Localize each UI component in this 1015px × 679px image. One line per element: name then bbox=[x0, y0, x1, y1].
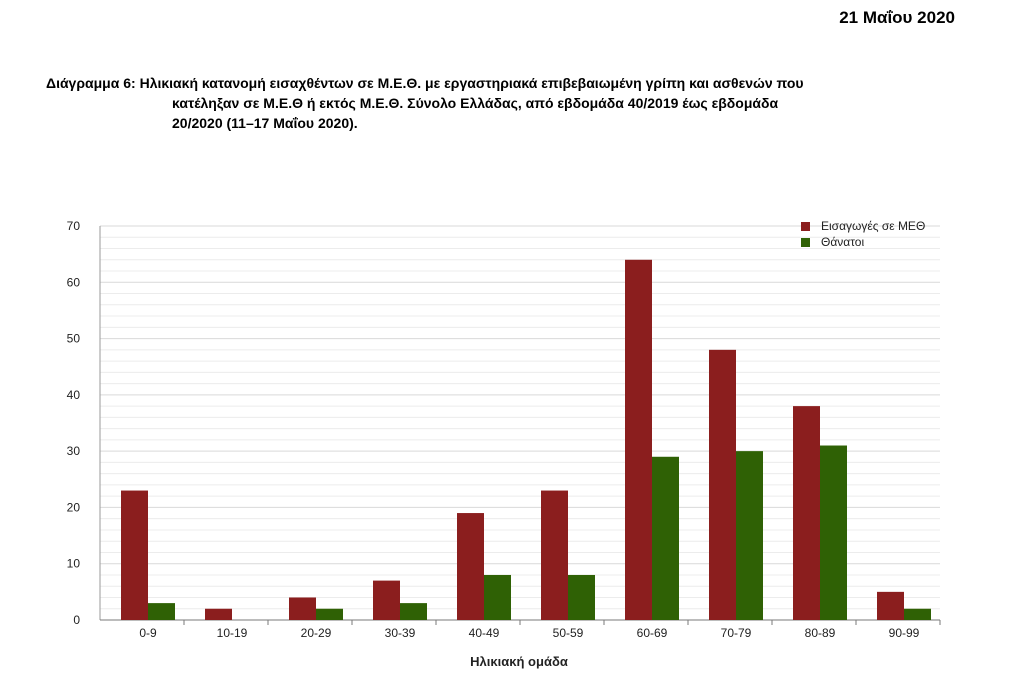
bar-deaths bbox=[736, 451, 763, 620]
x-tick-label: 10-19 bbox=[217, 626, 248, 640]
caption-line-3: 20/2020 (11–17 Μαΐου 2020). bbox=[172, 115, 358, 131]
figure-caption: Διάγραμμα 6: Ηλικιακή κατανομή εισαχθέντ… bbox=[46, 73, 966, 133]
bar-icu-admissions bbox=[205, 608, 232, 620]
x-tick-label: 60-69 bbox=[637, 626, 668, 640]
x-tick-label: 40-49 bbox=[469, 626, 500, 640]
report-date: 21 Μαΐου 2020 bbox=[839, 8, 955, 27]
legend-swatch bbox=[801, 222, 810, 231]
bar-icu-admissions bbox=[457, 513, 484, 620]
x-tick-label: 90-99 bbox=[889, 626, 920, 640]
bar-icu-admissions bbox=[289, 597, 316, 620]
bar-icu-admissions bbox=[793, 406, 820, 620]
x-axis-ticks: 0-9 10-19 20-29 30-39 40-49 50-59 60-69 70-79 80… bbox=[139, 620, 941, 640]
bar-icu-admissions bbox=[541, 490, 568, 620]
x-tick-label: 50-59 bbox=[553, 626, 584, 640]
bar-deaths bbox=[400, 603, 427, 620]
bar-deaths bbox=[148, 603, 175, 620]
caption-line-2: κατέληξαν σε Μ.Ε.Θ ή εκτός Μ.Ε.Θ. Σύνολο… bbox=[172, 95, 779, 111]
y-tick-label: 10 bbox=[67, 557, 81, 571]
bar-icu-admissions bbox=[121, 490, 148, 620]
caption-prefix: Διάγραμμα 6: bbox=[46, 75, 136, 91]
bar-icu-admissions bbox=[709, 349, 736, 620]
x-tick-label: 80-89 bbox=[805, 626, 836, 640]
legend-swatch bbox=[801, 238, 810, 247]
legend-label: Θάνατοι bbox=[821, 235, 864, 249]
legend-label: Εισαγωγές σε ΜΕΘ bbox=[821, 219, 925, 233]
x-tick-label: 0-9 bbox=[139, 626, 157, 640]
x-tick-label: 30-39 bbox=[385, 626, 416, 640]
caption-line-1: Ηλικιακή κατανομή εισαχθέντων σε Μ.Ε.Θ. … bbox=[135, 75, 804, 91]
x-tick-label: 70-79 bbox=[721, 626, 752, 640]
y-tick-label: 30 bbox=[67, 444, 81, 458]
chart-legend: Εισαγωγές σε ΜΕΘ Θάνατοι bbox=[801, 219, 925, 249]
y-tick-label: 20 bbox=[67, 500, 81, 514]
bar-deaths bbox=[652, 456, 679, 620]
x-axis-title: Ηλικιακή ομάδα bbox=[470, 654, 568, 669]
bar-icu-admissions bbox=[877, 591, 904, 620]
y-tick-label: 40 bbox=[67, 388, 81, 402]
y-tick-label: 0 bbox=[73, 613, 80, 627]
bar-deaths bbox=[316, 608, 343, 620]
bar-deaths bbox=[484, 574, 511, 620]
bar-deaths bbox=[904, 608, 931, 620]
bar-icu-admissions bbox=[373, 580, 400, 620]
bar-icu-admissions bbox=[625, 259, 652, 620]
chart-bars bbox=[121, 259, 931, 620]
bar-deaths bbox=[820, 445, 847, 620]
x-tick-label: 20-29 bbox=[301, 626, 332, 640]
y-tick-label: 70 bbox=[67, 219, 81, 233]
y-axis-ticks: 0 10 20 30 40 50 60 70 bbox=[67, 219, 81, 627]
y-tick-label: 50 bbox=[67, 332, 81, 346]
bar-deaths bbox=[568, 574, 595, 620]
y-tick-label: 60 bbox=[67, 275, 81, 289]
